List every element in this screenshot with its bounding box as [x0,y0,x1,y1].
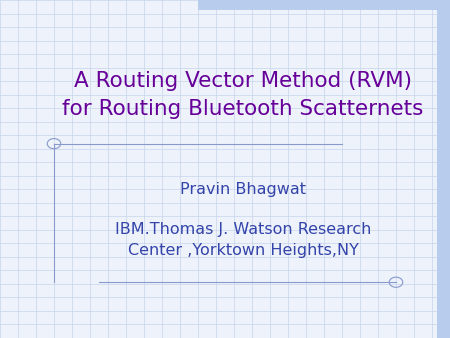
Text: Pravin Bhagwat: Pravin Bhagwat [180,182,306,197]
Text: A Routing Vector Method (RVM)
for Routing Bluetooth Scatternets: A Routing Vector Method (RVM) for Routin… [62,71,424,119]
Bar [436,10,450,338]
Bar [198,0,450,10]
Text: IBM.Thomas J. Watson Research
Center ,Yorktown Heights,NY: IBM.Thomas J. Watson Research Center ,Yo… [115,222,371,258]
